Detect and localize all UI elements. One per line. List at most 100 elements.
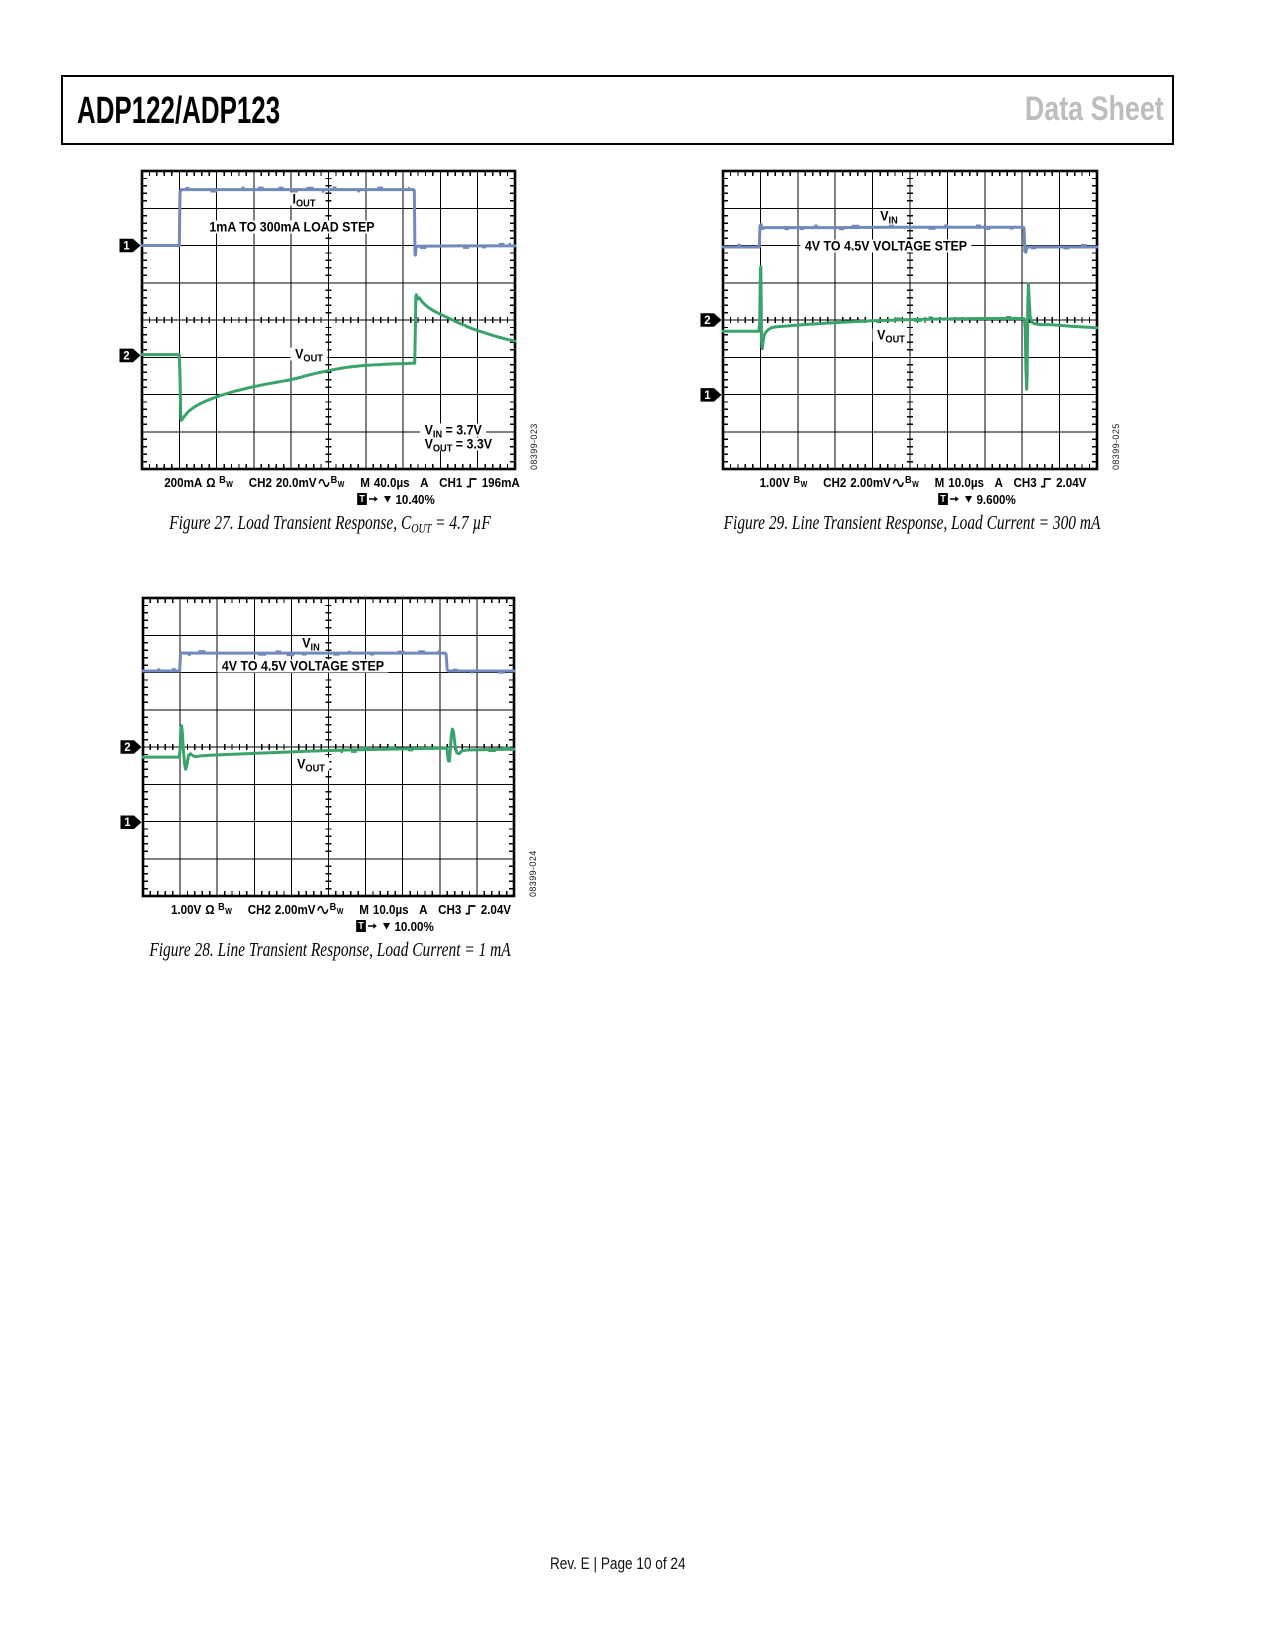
label-subscript: IN <box>310 642 321 654</box>
label-text: V <box>302 635 311 651</box>
scale-readout-row: 1.00V Ω B W CH2 2.00mV B W M 10.0µs A CH3 2.04V <box>171 901 512 917</box>
down-triangle-icon <box>383 495 391 503</box>
scale-text: 200mA <box>163 475 202 490</box>
label-subscript: OUT <box>295 198 316 210</box>
label-subscript: OUT <box>884 334 905 346</box>
arrow-right-icon <box>950 494 960 504</box>
voltage-step-label: 4V TO 4.5V VOLTAGE STEP <box>217 658 389 674</box>
scope-border <box>721 169 1099 471</box>
trace-noise <box>340 746 510 754</box>
vin-label: VIN <box>876 208 903 226</box>
trace-iout <box>140 188 517 257</box>
scale-text: A <box>419 475 429 490</box>
scope-canvas: 21 <box>120 596 516 898</box>
trace-noise <box>876 315 1012 324</box>
figure-caption: Figure 27. Load Transient Response, COUT… <box>122 512 540 535</box>
scale-text: M <box>934 475 945 490</box>
scale-text: CH2 <box>248 475 272 490</box>
label-text: = 4.7 µF <box>431 512 492 534</box>
bandwidth-b: B <box>330 473 337 486</box>
vout-value-label: VOUT = 3.3V <box>420 436 497 454</box>
svg-text:1: 1 <box>123 241 130 253</box>
scale-text: 2.00mV <box>275 902 317 917</box>
figure-28: 2 1 VIN 4V TO 4.5V VOLTAGE STEP VOUT 1.00V Ω B W… <box>120 596 538 960</box>
iout-label: IOUT <box>287 191 320 209</box>
channel-2-marker: 2 <box>700 313 722 327</box>
label-text: 4V TO 4.5V VOLTAGE STEP <box>221 658 384 674</box>
vout-label: VOUT <box>291 346 328 364</box>
trigger-t-box: T <box>356 493 367 505</box>
figure-code: 08399-024 <box>528 850 538 897</box>
scale-text: 1.00V <box>759 475 791 490</box>
trigger-t-icon: T <box>356 493 367 505</box>
svg-text:2: 2 <box>704 315 710 327</box>
label-subscript: OUT <box>432 443 453 455</box>
figure-code: 08399-023 <box>529 423 539 470</box>
scope-canvas: 21 <box>700 169 1099 471</box>
ac-coupling-icon <box>317 904 329 916</box>
bandwidth-b: B <box>218 473 226 486</box>
scope-ticks <box>143 172 514 468</box>
scale-text: CH3 <box>438 902 462 917</box>
scale-text: CH2 <box>248 902 272 917</box>
trigger-t-box: T <box>938 493 949 505</box>
vin-value-label: VIN = 3.7V <box>420 422 487 440</box>
label-subscript: IN <box>432 429 443 441</box>
channel-2-marker: 2 <box>119 348 141 362</box>
scale-text: 2.04V <box>481 902 512 917</box>
trace-vin <box>141 651 516 673</box>
trigger-readout-row: T 10.00% <box>356 918 435 934</box>
label-text: 1mA TO 300mA LOAD STEP <box>208 219 375 235</box>
figure-27: 1 2 IOUT 1mA TO 300mA LOAD STEP VOUT VIN = 3.… <box>119 169 539 535</box>
label-text: V <box>876 327 885 343</box>
label-text: = 3.7V <box>442 422 482 438</box>
label-text: I <box>292 191 296 207</box>
channel-1-marker: 1 <box>700 388 722 402</box>
label-text: Figure 27. Load Transient Response, C <box>169 512 412 534</box>
label-text: = 3.3V <box>452 436 493 452</box>
arrow-right-icon <box>368 494 378 504</box>
trigger-t-icon: T <box>938 493 949 505</box>
down-triangle-icon <box>383 922 391 930</box>
scale-text: CH1 <box>438 475 462 490</box>
bandwidth-w-subscript: W <box>337 479 344 489</box>
bandwidth-w-subscript: W <box>225 479 233 489</box>
trace-noise <box>157 650 505 674</box>
scale-text: 20.0mV <box>275 475 317 490</box>
scale-text: A <box>419 902 429 917</box>
scale-text: 10.40% <box>395 491 435 507</box>
trigger-readout-row: T 10.40% <box>356 491 435 507</box>
svg-text:2: 2 <box>123 350 129 362</box>
trigger-t-icon: T <box>356 920 367 932</box>
scale-text: 10.00% <box>394 918 435 934</box>
trigger-readout-row: T 9.600% <box>938 491 1017 507</box>
trace-noise <box>185 186 511 250</box>
figure-caption-text: Figure 29. Line Transient Response, Load… <box>723 513 1100 533</box>
page-title: ADP122/ADP123 <box>77 89 281 132</box>
rising-edge-icon <box>466 476 477 489</box>
document-type-label: Data Sheet <box>1025 89 1164 128</box>
label-text: 4V TO 4.5V VOLTAGE STEP <box>804 238 967 254</box>
footer-text: Rev. E | Page 10 of 24 <box>549 1554 686 1573</box>
trace-noise <box>737 224 1087 250</box>
label-text: V <box>880 208 889 224</box>
vout-label: VOUT <box>292 757 330 774</box>
vout-label: VOUT <box>872 327 910 345</box>
omega-icon: Ω <box>205 475 216 490</box>
voltage-step-label: 4V TO 4.5V VOLTAGE STEP <box>799 238 972 254</box>
label-subscript: IN <box>888 215 899 227</box>
rising-edge-icon <box>1041 476 1052 489</box>
label-text: V <box>295 346 304 362</box>
scale-text: 9.600% <box>976 491 1017 507</box>
arrow-right-icon <box>368 921 378 931</box>
bandwidth-w-subscript: W <box>225 906 233 916</box>
figure-caption: Figure 29. Line Transient Response, Load… <box>667 513 1156 533</box>
figure-29: 2 1 VIN 4V TO 4.5V VOLTAGE STEP VOUT 1.00V B W C… <box>700 169 1121 533</box>
vin-label: VIN <box>298 635 325 653</box>
scale-readout-row: 1.00V B W CH2 2.00mV B W M 10.0µs A CH3 2.04V <box>759 474 1087 490</box>
